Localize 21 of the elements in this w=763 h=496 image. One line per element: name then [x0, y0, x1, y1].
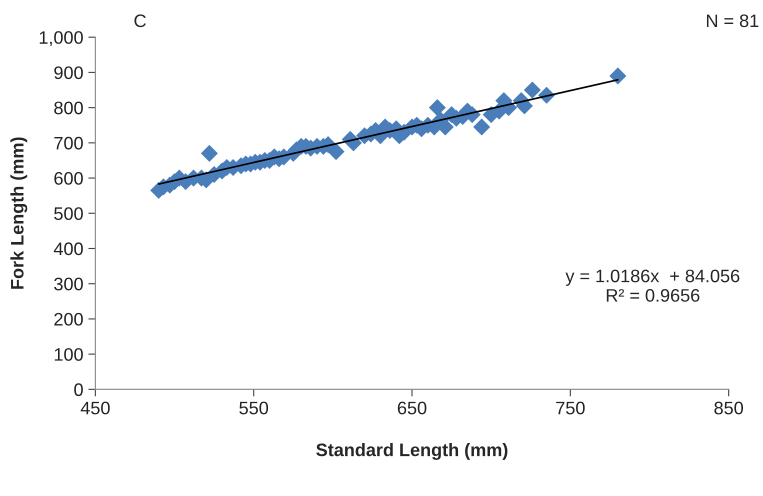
y-tick-label: 600 — [54, 172, 83, 185]
text: C — [134, 14, 146, 28]
x-tick-label: 750 — [556, 402, 585, 414]
y-tick-label: 900 — [54, 66, 83, 80]
x-axis-title: Standard Length (mm) — [316, 442, 508, 460]
x-tick-label: 450 — [80, 402, 110, 414]
y-tick-label: 1,000 — [40, 31, 83, 46]
y-axis-title: Fork Length (mm) — [10, 137, 28, 289]
y-tick-label: 300 — [54, 278, 83, 290]
y-tick-label: 100 — [54, 348, 83, 361]
text: N = 81 — [706, 14, 758, 28]
x-tick-label: 650 — [398, 402, 426, 414]
x-tick-label: 850 — [714, 402, 744, 414]
y-tick-label: 500 — [54, 207, 83, 220]
y-tick-label: 700 — [54, 136, 83, 150]
y-tick-label: 800 — [54, 102, 83, 114]
annotation: y = 1.0186x + 84.056 R² = 0.9656 — [565, 270, 740, 302]
y-tick-label: 400 — [54, 242, 83, 256]
y-tick-label: 200 — [54, 312, 83, 326]
y-tick-label: 0 — [74, 383, 83, 396]
x-tick-label: 550 — [239, 402, 268, 414]
